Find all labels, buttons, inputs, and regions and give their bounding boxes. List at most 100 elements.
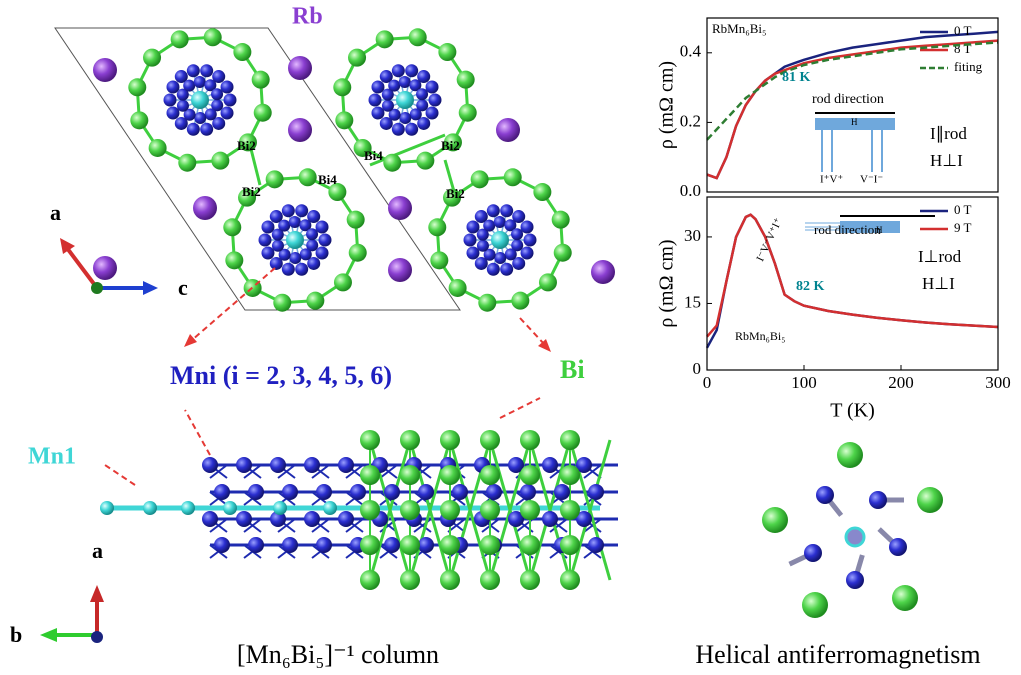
- annotation: H⊥I: [922, 274, 955, 293]
- atom: [396, 91, 414, 109]
- atom: [333, 78, 351, 96]
- atom: [360, 570, 380, 590]
- atom: [93, 58, 117, 82]
- annotation: H: [876, 225, 883, 235]
- y-axis-label: ρ (mΩ cm): [656, 239, 678, 327]
- mn-label: Mni (i = 2, 3, 4, 5, 6): [170, 361, 392, 390]
- atom: [388, 196, 412, 220]
- atom: [211, 152, 229, 170]
- pointer-arrow: [192, 268, 275, 340]
- atom: [487, 204, 500, 217]
- atom: [802, 592, 828, 618]
- axis-label: a: [92, 538, 103, 563]
- atom: [520, 430, 540, 450]
- atom: [418, 537, 434, 553]
- atom: [426, 80, 439, 93]
- axis-arrow-head: [90, 585, 104, 602]
- atom: [360, 535, 380, 555]
- atom: [438, 43, 456, 61]
- atom: [560, 535, 580, 555]
- atom: [272, 240, 284, 252]
- atom: [214, 537, 230, 553]
- atom: [204, 28, 222, 46]
- atom: [181, 501, 195, 515]
- atom: [524, 234, 537, 247]
- atom: [306, 228, 318, 240]
- atom: [520, 465, 540, 485]
- atom: [200, 123, 213, 136]
- atom: [400, 500, 420, 520]
- atom: [334, 273, 352, 291]
- axis-label: c: [178, 275, 188, 300]
- atom: [560, 570, 580, 590]
- atom: [520, 484, 536, 500]
- atom: [430, 251, 448, 269]
- atom: [273, 501, 287, 515]
- atom: [520, 500, 540, 520]
- atom: [542, 457, 558, 473]
- atom: [360, 500, 380, 520]
- atom: [202, 511, 218, 527]
- atom: [273, 294, 291, 312]
- atom: [288, 118, 312, 142]
- atom: [487, 263, 500, 276]
- atom: [143, 49, 161, 67]
- atom: [480, 430, 500, 450]
- bi-label: Bi4: [318, 172, 337, 187]
- atom: [542, 511, 558, 527]
- atom: [496, 118, 520, 142]
- annotation: 82 K: [796, 279, 825, 294]
- atom: [149, 139, 167, 157]
- atom: [449, 279, 467, 297]
- atom: [504, 168, 522, 186]
- atom: [837, 442, 863, 468]
- atom: [282, 484, 298, 500]
- atom: [521, 247, 534, 260]
- atom: [552, 211, 570, 229]
- atom: [382, 100, 394, 112]
- atom: [588, 484, 604, 500]
- atom: [252, 71, 270, 89]
- atom: [459, 104, 477, 122]
- annotation: RbMn₆Bi₅: [735, 329, 785, 343]
- atom: [261, 220, 274, 233]
- annotation: I∥rod: [930, 124, 967, 143]
- axis-label: a: [50, 200, 61, 225]
- annotation: H: [851, 117, 858, 127]
- atom: [248, 484, 264, 500]
- atom: [295, 204, 308, 217]
- pointer-arrow: [185, 410, 210, 455]
- atom: [383, 154, 401, 172]
- atom: [588, 537, 604, 553]
- atom: [316, 247, 329, 260]
- atom: [464, 234, 477, 247]
- atom: [214, 484, 230, 500]
- atom: [560, 500, 580, 520]
- atom: [205, 108, 217, 120]
- atom: [200, 64, 213, 77]
- atom: [259, 234, 272, 247]
- atom: [299, 168, 317, 186]
- atom: [521, 220, 534, 233]
- annotation: I⊥rod: [918, 247, 962, 266]
- y-tick-label: 0.4: [680, 42, 702, 61]
- atom: [371, 107, 384, 120]
- atom: [270, 457, 286, 473]
- atom: [224, 94, 237, 107]
- atom: [486, 484, 502, 500]
- atom: [494, 252, 506, 264]
- atom: [480, 570, 500, 590]
- atom: [399, 76, 411, 88]
- atom: [221, 107, 234, 120]
- atom: [338, 457, 354, 473]
- atom: [187, 123, 200, 136]
- atom: [349, 244, 367, 262]
- atom: [347, 211, 365, 229]
- atom: [171, 30, 189, 48]
- atom: [282, 204, 295, 217]
- atom: [236, 511, 252, 527]
- pointer-arrow-head: [184, 334, 197, 347]
- atom: [233, 43, 251, 61]
- pointer-arrow: [500, 398, 540, 418]
- atom: [392, 123, 405, 136]
